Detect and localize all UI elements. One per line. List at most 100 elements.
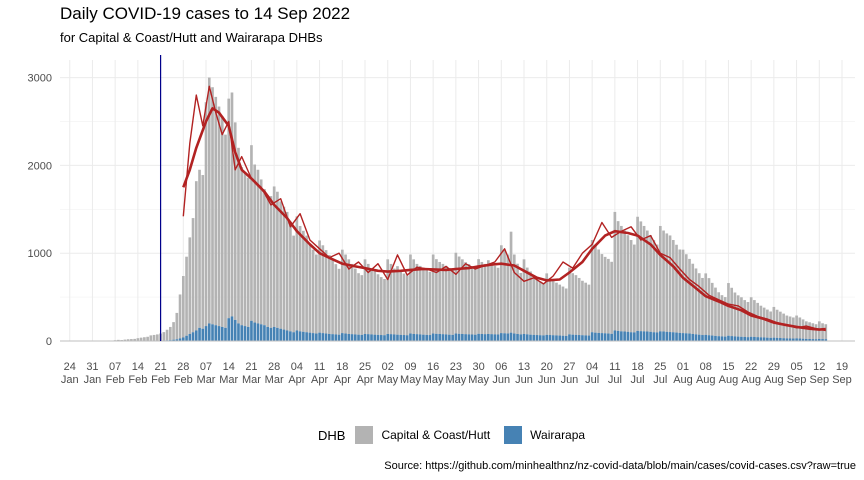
bar-wairarapa bbox=[779, 338, 782, 341]
bar-wairarapa bbox=[331, 334, 334, 341]
bar-wairarapa bbox=[315, 333, 318, 341]
bar-wairarapa bbox=[603, 333, 607, 341]
bar-wairarapa bbox=[723, 336, 727, 341]
bar-capital-coast-hutt bbox=[422, 267, 425, 335]
bar-capital-coast-hutt bbox=[143, 337, 146, 341]
bar-capital-coast-hutt bbox=[561, 286, 565, 336]
legend-swatch-capital bbox=[355, 426, 374, 444]
x-tick-month: Aug bbox=[673, 374, 693, 386]
bar-wairarapa bbox=[305, 332, 308, 341]
bar-capital-coast-hutt bbox=[464, 262, 467, 335]
bar-capital-coast-hutt bbox=[340, 249, 344, 334]
bar-capital-coast-hutt bbox=[289, 221, 292, 332]
x-tick-day: 05 bbox=[790, 361, 802, 373]
bar-wairarapa bbox=[425, 334, 429, 341]
bar-capital-coast-hutt bbox=[302, 230, 305, 332]
bar-capital-coast-hutt bbox=[551, 280, 555, 336]
bar-capital-coast-hutt bbox=[529, 271, 532, 335]
bar-capital-coast-hutt bbox=[626, 235, 630, 332]
bar-wairarapa bbox=[753, 336, 756, 341]
bar-wairarapa bbox=[506, 333, 510, 341]
bar-wairarapa bbox=[811, 339, 815, 341]
x-tick-day: 20 bbox=[541, 361, 553, 373]
bar-capital-coast-hutt bbox=[600, 254, 604, 334]
bar-capital-coast-hutt bbox=[607, 258, 610, 334]
x-tick-month: Aug bbox=[696, 374, 716, 386]
legend-label-capital: Capital & Coast/Hutt bbox=[381, 428, 491, 442]
bar-wairarapa bbox=[607, 333, 610, 341]
bar-wairarapa bbox=[422, 334, 425, 341]
x-tick-month: Mar bbox=[219, 374, 238, 386]
bar-wairarapa bbox=[701, 335, 704, 341]
bar-wairarapa bbox=[266, 326, 270, 341]
bar-wairarapa bbox=[639, 331, 643, 341]
bar-wairarapa bbox=[652, 332, 656, 341]
bar-capital-coast-hutt bbox=[272, 186, 276, 327]
bar-wairarapa bbox=[804, 338, 808, 341]
bar-wairarapa bbox=[441, 334, 445, 341]
bar-wairarapa bbox=[587, 335, 591, 341]
bar-capital-coast-hutt bbox=[162, 332, 166, 341]
bar-capital-coast-hutt bbox=[370, 268, 373, 335]
bar-capital-coast-hutt bbox=[211, 87, 214, 325]
bar-wairarapa bbox=[295, 330, 299, 341]
bar-capital-coast-hutt bbox=[574, 275, 578, 335]
bar-wairarapa bbox=[366, 334, 370, 341]
bar-wairarapa bbox=[389, 334, 393, 341]
bar-wairarapa bbox=[707, 335, 711, 341]
bar-capital-coast-hutt bbox=[224, 134, 227, 328]
bar-capital-coast-hutt bbox=[149, 335, 153, 341]
bar-capital-coast-hutt bbox=[633, 244, 636, 333]
bar-capital-coast-hutt bbox=[532, 275, 536, 335]
bar-wairarapa bbox=[600, 333, 604, 341]
bar-wairarapa bbox=[681, 333, 685, 341]
bar-capital-coast-hutt bbox=[126, 339, 130, 341]
bar-capital-coast-hutt bbox=[392, 268, 396, 335]
bar-capital-coast-hutt bbox=[720, 295, 724, 337]
bar-capital-coast-hutt bbox=[214, 96, 218, 326]
bar-wairarapa bbox=[360, 334, 364, 341]
bar-capital-coast-hutt bbox=[295, 216, 299, 331]
bar-capital-coast-hutt bbox=[152, 334, 156, 341]
bar-capital-coast-hutt bbox=[811, 323, 815, 340]
bar-capital-coast-hutt bbox=[538, 281, 542, 336]
x-tick-day: 13 bbox=[518, 361, 530, 373]
x-tick-month: Apr bbox=[356, 374, 373, 386]
chart-subtitle: for Capital & Coast/Hutt and Wairarapa D… bbox=[60, 30, 323, 45]
bar-capital-coast-hutt bbox=[704, 273, 708, 335]
x-tick-month: Feb bbox=[106, 374, 125, 386]
bar-wairarapa bbox=[662, 331, 665, 341]
bar-capital-coast-hutt bbox=[740, 297, 743, 337]
bar-capital-coast-hutt bbox=[486, 260, 490, 334]
bar-capital-coast-hutt bbox=[727, 283, 730, 336]
bar-wairarapa bbox=[178, 338, 182, 341]
bar-wairarapa bbox=[181, 337, 185, 341]
x-tick-month: Aug bbox=[764, 374, 784, 386]
x-tick-month: Jul bbox=[631, 374, 645, 386]
bar-wairarapa bbox=[795, 338, 798, 341]
bar-capital-coast-hutt bbox=[639, 221, 643, 332]
bar-wairarapa bbox=[185, 335, 188, 341]
bar-capital-coast-hutt bbox=[717, 292, 721, 337]
bar-capital-coast-hutt bbox=[571, 273, 575, 335]
bar-wairarapa bbox=[522, 333, 526, 341]
bar-capital-coast-hutt bbox=[457, 256, 461, 334]
bar-wairarapa bbox=[418, 334, 422, 341]
x-tick-day: 04 bbox=[291, 361, 303, 373]
bar-capital-coast-hutt bbox=[117, 339, 120, 341]
bar-wairarapa bbox=[493, 334, 497, 341]
bar-wairarapa bbox=[694, 334, 698, 341]
bar-wairarapa bbox=[282, 329, 286, 341]
bar-capital-coast-hutt bbox=[418, 265, 422, 335]
bar-wairarapa bbox=[279, 328, 282, 341]
bar-wairarapa bbox=[246, 326, 250, 341]
bar-capital-coast-hutt bbox=[509, 231, 513, 333]
bar-wairarapa bbox=[451, 334, 454, 341]
bar-wairarapa bbox=[207, 323, 211, 341]
bar-capital-coast-hutt bbox=[344, 254, 347, 334]
bar-capital-coast-hutt bbox=[749, 297, 753, 337]
x-tick-month: Sep bbox=[832, 374, 852, 386]
bar-capital-coast-hutt bbox=[130, 339, 133, 341]
bar-capital-coast-hutt bbox=[581, 280, 584, 336]
bar-capital-coast-hutt bbox=[558, 284, 562, 336]
